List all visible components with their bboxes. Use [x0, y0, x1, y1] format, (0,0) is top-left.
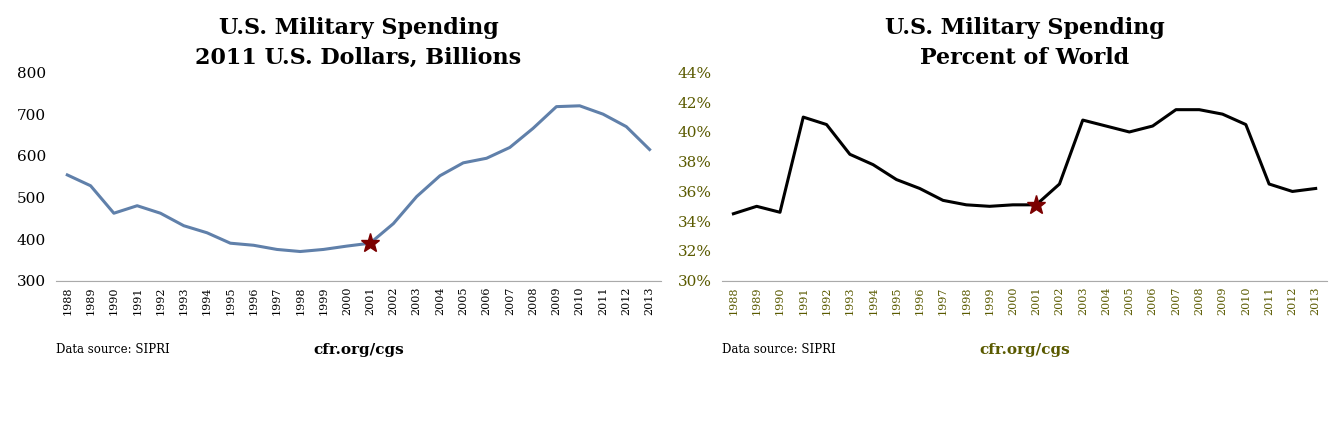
Title: U.S. Military Spending
2011 U.S. Dollars, Billions: U.S. Military Spending 2011 U.S. Dollars…	[195, 16, 521, 69]
Title: U.S. Military Spending
Percent of World: U.S. Military Spending Percent of World	[884, 16, 1164, 69]
Text: Data source: SIPRI: Data source: SIPRI	[722, 343, 836, 356]
Text: Data source: SIPRI: Data source: SIPRI	[55, 343, 169, 356]
Text: cfr.org/cgs: cfr.org/cgs	[313, 343, 403, 357]
Text: cfr.org/cgs: cfr.org/cgs	[980, 343, 1070, 357]
